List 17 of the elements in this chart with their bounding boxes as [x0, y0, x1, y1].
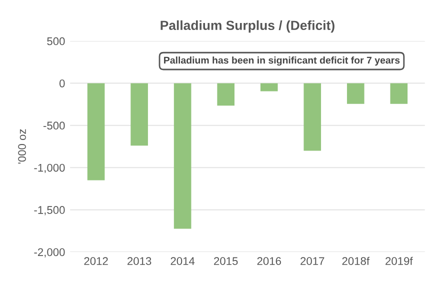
y-tick-label: -1,500 [34, 206, 65, 216]
x-tick-label: 2013 [128, 257, 152, 266]
y-tick-label: 0 [59, 79, 65, 88]
y-tick-label: -1,000 [34, 164, 65, 174]
x-tick-label: 2019f [386, 256, 413, 266]
y-tick-label: -2,000 [34, 248, 65, 258]
annotation: Palladium has been in significant deficit for 7 years [164, 56, 400, 66]
y-axis-title: '000 oz [18, 129, 26, 164]
x-tick-label: 2017 [300, 257, 324, 266]
y-tick-label: 500 [47, 37, 65, 46]
chart-title: Palladium Surplus / (Deficit) [160, 20, 334, 33]
x-tick-label: 2018f [342, 256, 370, 266]
x-tick-label: 2014 [170, 257, 195, 266]
x-tick-label: 2012 [84, 257, 108, 266]
y-tick-label: -500 [43, 122, 65, 130]
x-tick-label: 2016 [257, 257, 281, 266]
x-tick-label: 2015 [214, 257, 238, 266]
